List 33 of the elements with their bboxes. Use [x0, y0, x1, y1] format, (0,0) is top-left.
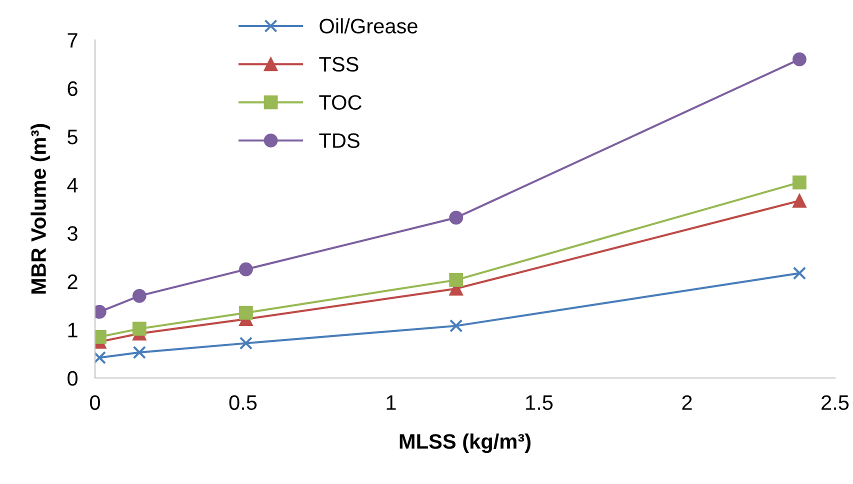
legend-label: TOC [319, 95, 362, 110]
y-tick-label: 6 [68, 81, 78, 96]
x-tick-label: 0.5 [229, 395, 257, 410]
y-tick-label: 2 [68, 274, 78, 289]
x-axis-title: MLSS (kg/m³) [400, 434, 531, 454]
point [792, 176, 806, 190]
y-tick-label: 0 [68, 371, 78, 386]
y-tick-label: 4 [67, 178, 78, 192]
legend-label: Oil/Grease [320, 18, 418, 34]
x-tick-label: 1.5 [526, 395, 553, 410]
x-tick-label: 1 [386, 395, 396, 410]
point [132, 322, 146, 336]
y-tick-label: 1 [68, 322, 78, 338]
point [792, 194, 806, 208]
y-tick-label: 5 [68, 130, 78, 144]
point [239, 336, 253, 350]
x-tick-label: 0 [90, 395, 100, 410]
point [132, 288, 146, 303]
point [450, 319, 463, 332]
y-axis-title: MBR Volume (m³) [30, 124, 50, 294]
y-tick-label: 7 [68, 33, 78, 48]
x-tick-label: 2 [682, 395, 692, 410]
legend-label: TSS [319, 56, 358, 72]
x-tick-label: 2.5 [822, 395, 849, 410]
point [239, 262, 253, 276]
point [449, 210, 464, 225]
point [792, 52, 806, 66]
y-tick-label: 3 [68, 226, 78, 241]
legend-label: TDS [319, 133, 360, 148]
point [132, 346, 146, 360]
point [792, 266, 806, 280]
point [449, 273, 464, 287]
point [239, 306, 253, 320]
